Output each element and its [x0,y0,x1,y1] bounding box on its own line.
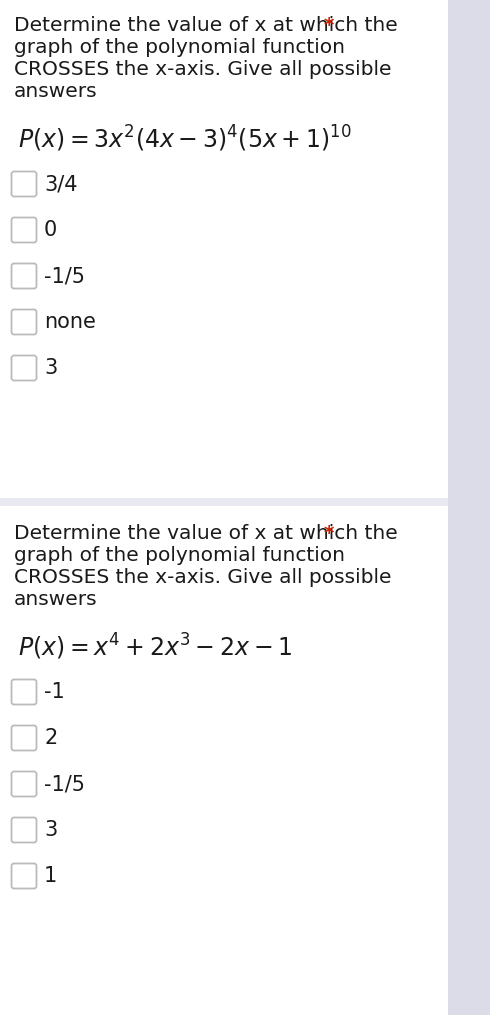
Text: $P(x) = 3x^2(4x - 3)^4(5x + 1)^{10}$: $P(x) = 3x^2(4x - 3)^4(5x + 1)^{10}$ [18,124,352,154]
Text: 3: 3 [44,820,57,840]
FancyBboxPatch shape [11,264,36,288]
Text: -1/5: -1/5 [44,266,85,286]
FancyBboxPatch shape [11,217,36,243]
Text: $P(x) = x^4 + 2x^3 - 2x - 1$: $P(x) = x^4 + 2x^3 - 2x - 1$ [18,632,292,662]
Text: *: * [324,524,334,543]
FancyBboxPatch shape [11,172,36,197]
Text: CROSSES the x-axis. Give all possible: CROSSES the x-axis. Give all possible [14,568,392,587]
FancyBboxPatch shape [11,726,36,750]
Text: *: * [324,16,334,35]
Text: -1: -1 [44,682,65,702]
Bar [448,0,490,1015]
FancyBboxPatch shape [11,355,36,381]
FancyBboxPatch shape [0,0,448,498]
Text: graph of the polynomial function: graph of the polynomial function [14,38,345,57]
Text: CROSSES the x-axis. Give all possible: CROSSES the x-axis. Give all possible [14,60,392,79]
Text: -1/5: -1/5 [44,774,85,794]
FancyBboxPatch shape [11,310,36,335]
FancyBboxPatch shape [11,817,36,842]
Text: 3: 3 [44,358,57,378]
Text: 1: 1 [44,866,57,886]
Text: 0: 0 [44,220,57,240]
FancyBboxPatch shape [11,771,36,797]
Text: Determine the value of x at which the: Determine the value of x at which the [14,16,398,35]
Text: 3/4: 3/4 [44,174,77,194]
Text: graph of the polynomial function: graph of the polynomial function [14,546,345,565]
Text: 2: 2 [44,728,57,748]
Text: answers: answers [14,590,98,609]
FancyBboxPatch shape [11,864,36,888]
FancyBboxPatch shape [11,679,36,704]
FancyBboxPatch shape [0,506,448,1015]
Text: answers: answers [14,82,98,102]
Text: none: none [44,312,96,332]
Text: Determine the value of x at which the: Determine the value of x at which the [14,524,398,543]
